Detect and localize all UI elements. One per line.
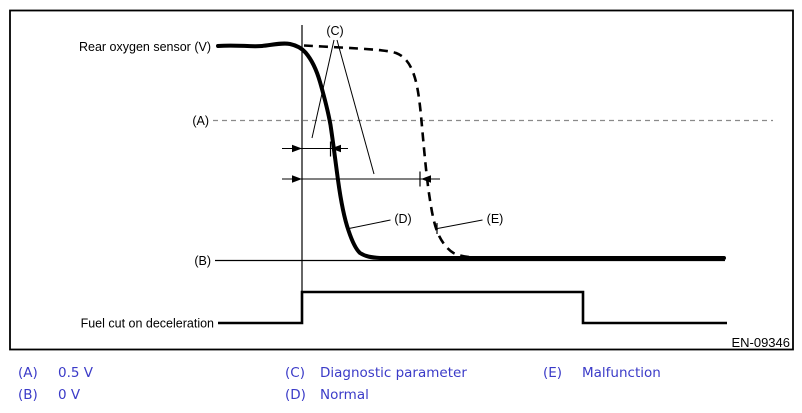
label-e: (E) — [487, 212, 504, 226]
diagnostic-parameter-dimension-normal — [282, 141, 348, 157]
legend-key: (A) — [18, 365, 38, 381]
dimension-arrow-left-icon — [331, 144, 341, 153]
label-d: (D) — [394, 212, 411, 226]
e-leader — [437, 219, 483, 229]
c-leader-left — [311, 39, 335, 139]
label-a: (A) — [192, 114, 209, 128]
dimension-arrow-right-icon — [292, 175, 302, 183]
fuel-cut-signal — [218, 290, 727, 325]
waveform-diagram: Rear oxygen sensor (V) (A) (B) (C) (D) (… — [9, 9, 794, 351]
legend-key: (D) — [285, 387, 306, 403]
legend-value: Diagnostic parameter — [320, 365, 467, 381]
legend-key: (E) — [543, 365, 563, 381]
normal-curve — [216, 41, 726, 260]
fuel-cut-label: Fuel cut on deceleration — [81, 317, 214, 331]
label-b: (B) — [194, 254, 211, 268]
legend-key: (C) — [285, 365, 305, 381]
legend-key: (B) — [18, 387, 38, 403]
diagram-border — [9, 9, 794, 351]
legend-value: Normal — [320, 387, 369, 403]
dimension-arrow-left-icon — [421, 175, 431, 183]
legend-value: 0 V — [58, 387, 81, 403]
label-c: (C) — [326, 24, 343, 38]
diagnostic-parameter-dimension-malfunction — [282, 171, 440, 187]
malfunction-curve — [303, 44, 576, 259]
rear-oxygen-sensor-label: Rear oxygen sensor (V) — [79, 40, 211, 54]
d-leader — [348, 219, 391, 229]
c-leader-right — [336, 39, 375, 175]
legend-value: 0.5 V — [58, 365, 93, 381]
dimension-arrow-right-icon — [292, 144, 302, 153]
figure-code: EN-09346 — [731, 335, 790, 350]
legend-value: Malfunction — [582, 365, 661, 381]
